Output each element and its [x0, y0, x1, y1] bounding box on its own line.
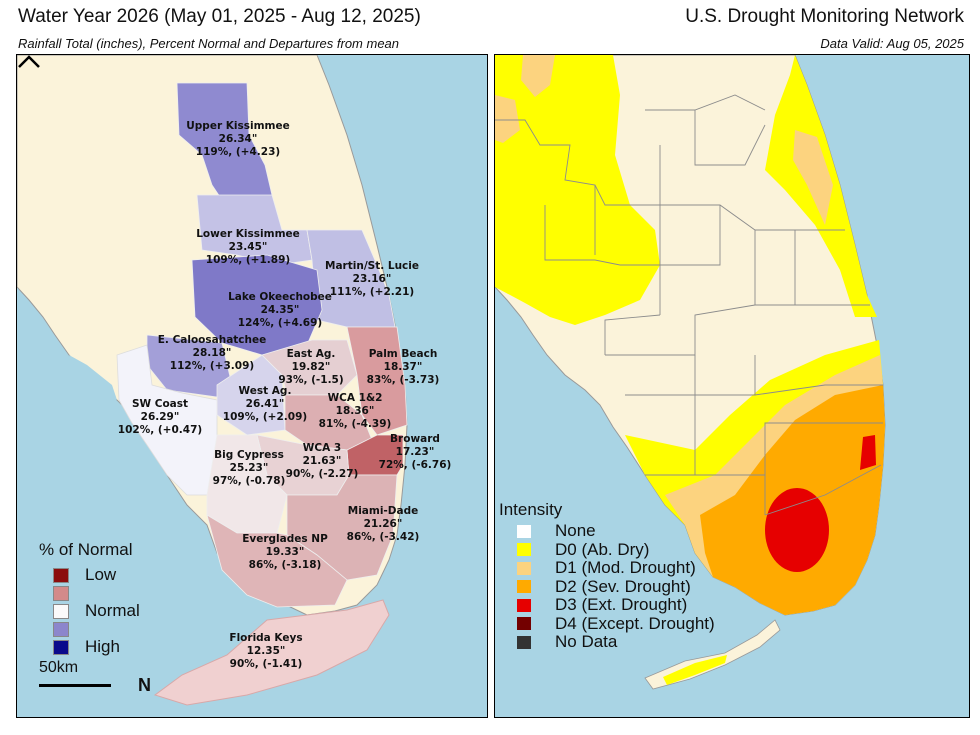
- label-west-ag: West Ag. 26.41" 109%, (+2.09): [222, 385, 308, 423]
- north-arrow-icon: [18, 55, 40, 68]
- label-everglades-np: Everglades NP 19.33" 86%, (-3.18): [242, 533, 328, 571]
- legend-title: % of Normal: [39, 540, 133, 559]
- drought-map-svg: [495, 55, 886, 690]
- label-martin-st-lucie: Martin/St. Lucie 23.16" 111%, (+2.21): [325, 260, 419, 298]
- right-map-subtitle: Data Valid: Aug 05, 2025: [820, 36, 964, 51]
- charlotte-harbor: [69, 355, 117, 400]
- left-map-title: Water Year 2026 (May 01, 2025 - Aug 12, …: [18, 6, 421, 27]
- drought-map-panel: Intensity None D0 (Ab. Dry) D1 (Mod. Dro…: [494, 54, 970, 718]
- legend-swatch: [53, 639, 69, 655]
- legend-swatch: [53, 603, 69, 619]
- legend-swatch: [517, 580, 531, 594]
- legend-item: None: [499, 521, 715, 541]
- legend-item: D4 (Except. Drought): [499, 614, 715, 634]
- drought-d0-northwest: [495, 55, 660, 325]
- county-boundaries: [495, 94, 883, 516]
- legend-swatch: [517, 598, 531, 612]
- label-broward: Broward 17.23" 72%, (-6.76): [378, 433, 452, 471]
- legend-item: Low: [39, 565, 140, 584]
- label-florida-keys: Florida Keys 12.35" 90%, (-1.41): [229, 632, 303, 670]
- legend-item: D0 (Ab. Dry): [499, 540, 715, 560]
- legend-swatch: [517, 617, 531, 631]
- drought-d3-everglades: [765, 488, 829, 572]
- label-big-cypress: Big Cypress 25.23" 97%, (-0.78): [212, 449, 286, 487]
- label-lower-kissimmee: Lower Kissimmee 23.45" 109%, (+1.89): [196, 228, 300, 266]
- drought-d1-northwest: [521, 55, 555, 97]
- left-map-subtitle: Rainfall Total (inches), Percent Normal …: [18, 36, 400, 51]
- legend-title: Intensity: [499, 500, 563, 519]
- label-sw-coast: SW Coast 26.29" 102%, (+0.47): [117, 398, 203, 436]
- scale-bar: [39, 684, 111, 687]
- label-lake-okeechobee: Lake Okeechobee 24.35" 124%, (+4.69): [228, 291, 332, 329]
- legend-swatch: [53, 621, 69, 637]
- legend-item: High: [39, 637, 140, 656]
- legend-swatch: [53, 567, 69, 583]
- legend-swatch: [53, 585, 69, 601]
- legend-swatch: [517, 524, 531, 538]
- label-miami-dade: Miami-Dade 21.26" 86%, (-3.42): [346, 505, 420, 543]
- legend-item: D3 (Ext. Drought): [499, 595, 715, 615]
- legend-swatch: [517, 543, 531, 557]
- drought-d0-keys: [663, 655, 727, 685]
- label-wca-1-2: WCA 1&2 18.36" 81%, (-4.39): [318, 392, 392, 430]
- label-wca-3: WCA 3 21.63" 90%, (-2.27): [285, 442, 359, 480]
- label-e-caloosahatchee: E. Caloosahatchee 28.18" 112%, (+3.09): [157, 334, 267, 372]
- drought-d1-east: [793, 130, 833, 225]
- legend-item: Normal: [39, 601, 140, 620]
- rainfall-map-svg: [17, 55, 408, 706]
- legend-item: No Data: [499, 632, 715, 652]
- label-palm-beach: Palm Beach 18.37" 83%, (-3.73): [366, 348, 440, 386]
- legend-item: D1 (Mod. Drought): [499, 558, 715, 578]
- rainfall-map-panel: Upper Kissimmee 26.34" 119%, (+4.23) Lower…: [16, 54, 488, 718]
- region-east-ag: [261, 339, 358, 396]
- north-label: N: [138, 675, 151, 695]
- legend-item: [39, 584, 140, 602]
- region-everglades-np: [206, 514, 348, 608]
- right-map-title: U.S. Drought Monitoring Network: [685, 6, 964, 27]
- drought-d1-west: [495, 95, 520, 143]
- legend-item: [39, 620, 140, 638]
- drought-intensity-legend: Intensity None D0 (Ab. Dry) D1 (Mod. Dro…: [499, 500, 715, 652]
- label-upper-kissimmee: Upper Kissimmee 26.34" 119%, (+4.23): [186, 120, 290, 158]
- drought-d3-coast: [860, 435, 876, 470]
- percent-normal-legend: % of Normal Low Normal High: [39, 540, 140, 656]
- region-palm-beach: [346, 326, 408, 436]
- legend-swatch: [517, 561, 531, 575]
- label-east-ag: East Ag. 19.82" 93%, (-1.5): [278, 348, 344, 386]
- scale-label: 50km: [39, 659, 79, 676]
- legend-swatch: [517, 635, 531, 649]
- legend-item: D2 (Sev. Drought): [499, 577, 715, 597]
- region-florida-keys: [153, 599, 390, 706]
